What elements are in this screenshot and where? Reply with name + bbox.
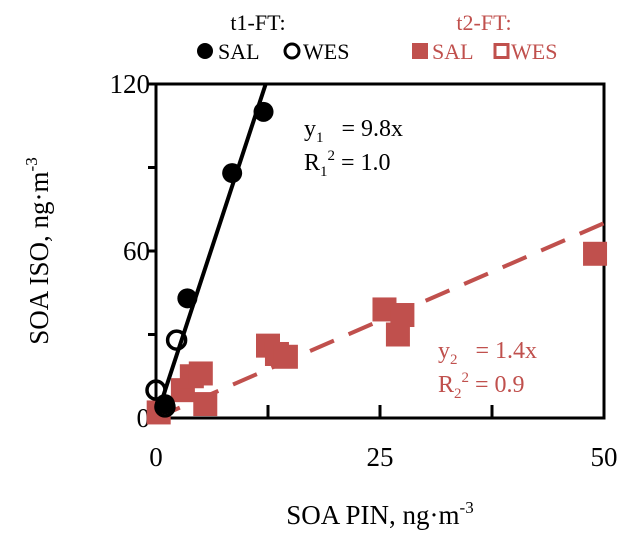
fit-2-annotation: y2 = 1.4x R22 = 0.9 xyxy=(438,338,537,402)
x-tick-label: 0 xyxy=(149,442,163,472)
point-t1-wes xyxy=(165,329,188,351)
fit-lines xyxy=(154,83,605,420)
legend: t1-FT: SAL WES t2-FT: SAL WES xyxy=(197,10,557,64)
legend-label-t2-wes: WES xyxy=(511,39,557,64)
point-t2-sal xyxy=(390,303,415,328)
point-t1-sal xyxy=(177,288,198,309)
point-t1-wes xyxy=(145,379,167,401)
y-tick-label: 0 xyxy=(137,403,151,433)
fit-1-r2: R12 = 1.0 xyxy=(304,148,391,180)
y-tick-label: 60 xyxy=(123,236,150,266)
fit-1-equation: y1 = 9.8x xyxy=(304,116,403,146)
point-t2-sal xyxy=(193,392,218,417)
x-tick-label: 25 xyxy=(367,442,394,472)
legend-marker-t1-sal xyxy=(197,43,213,59)
legend-marker-t2-wes xyxy=(493,43,510,59)
point-t1-sal xyxy=(253,101,274,122)
fit-2-r2: R22 = 0.9 xyxy=(438,370,525,402)
axis-tick-labels: 0 25 50 0 60 120 xyxy=(110,69,618,472)
fit-2-equation: y2 = 1.4x xyxy=(438,338,537,368)
legend-label-t1-wes: WES xyxy=(303,39,349,64)
fit-line-1 xyxy=(154,83,268,419)
legend-marker-t1-wes xyxy=(283,42,301,60)
fit-1-annotation: y1 = 9.8x R12 = 1.0 xyxy=(304,116,403,180)
y-tick-label: 120 xyxy=(110,69,151,99)
legend-label-t1-sal: SAL xyxy=(218,39,260,64)
legend-marker-t2-sal xyxy=(412,43,428,59)
point-t1-wes xyxy=(154,396,176,418)
legend-label-t2-sal: SAL xyxy=(432,39,474,64)
point-t1-sal xyxy=(222,163,243,184)
point-t2-sal xyxy=(188,361,213,386)
y-axis-title: SOA ISO, ng·m-3 xyxy=(22,157,54,344)
point-t2-sal xyxy=(273,344,298,369)
point-t2-sal xyxy=(583,241,608,266)
x-tick-label: 50 xyxy=(591,442,618,472)
legend-title-t1: t1-FT: xyxy=(230,10,285,35)
data-points xyxy=(145,101,608,425)
x-axis-title: SOA PIN, ng·m-3 xyxy=(286,498,473,530)
legend-title-t2: t2-FT: xyxy=(456,10,511,35)
